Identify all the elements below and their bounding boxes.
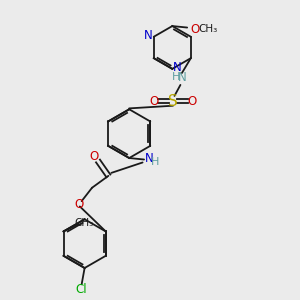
Text: N: N: [145, 152, 154, 165]
Text: N: N: [144, 29, 153, 42]
Text: Cl: Cl: [76, 283, 88, 296]
Text: CH₃: CH₃: [198, 24, 218, 34]
Text: N: N: [178, 71, 186, 84]
Text: O: O: [149, 95, 158, 108]
Text: O: O: [74, 198, 83, 211]
Text: CH₃: CH₃: [74, 218, 93, 227]
Text: O: O: [188, 95, 197, 108]
Text: O: O: [89, 150, 99, 163]
Text: N: N: [173, 61, 182, 74]
Text: O: O: [190, 22, 200, 35]
Text: H: H: [151, 158, 160, 167]
Text: H: H: [172, 73, 180, 82]
Text: S: S: [168, 94, 178, 109]
